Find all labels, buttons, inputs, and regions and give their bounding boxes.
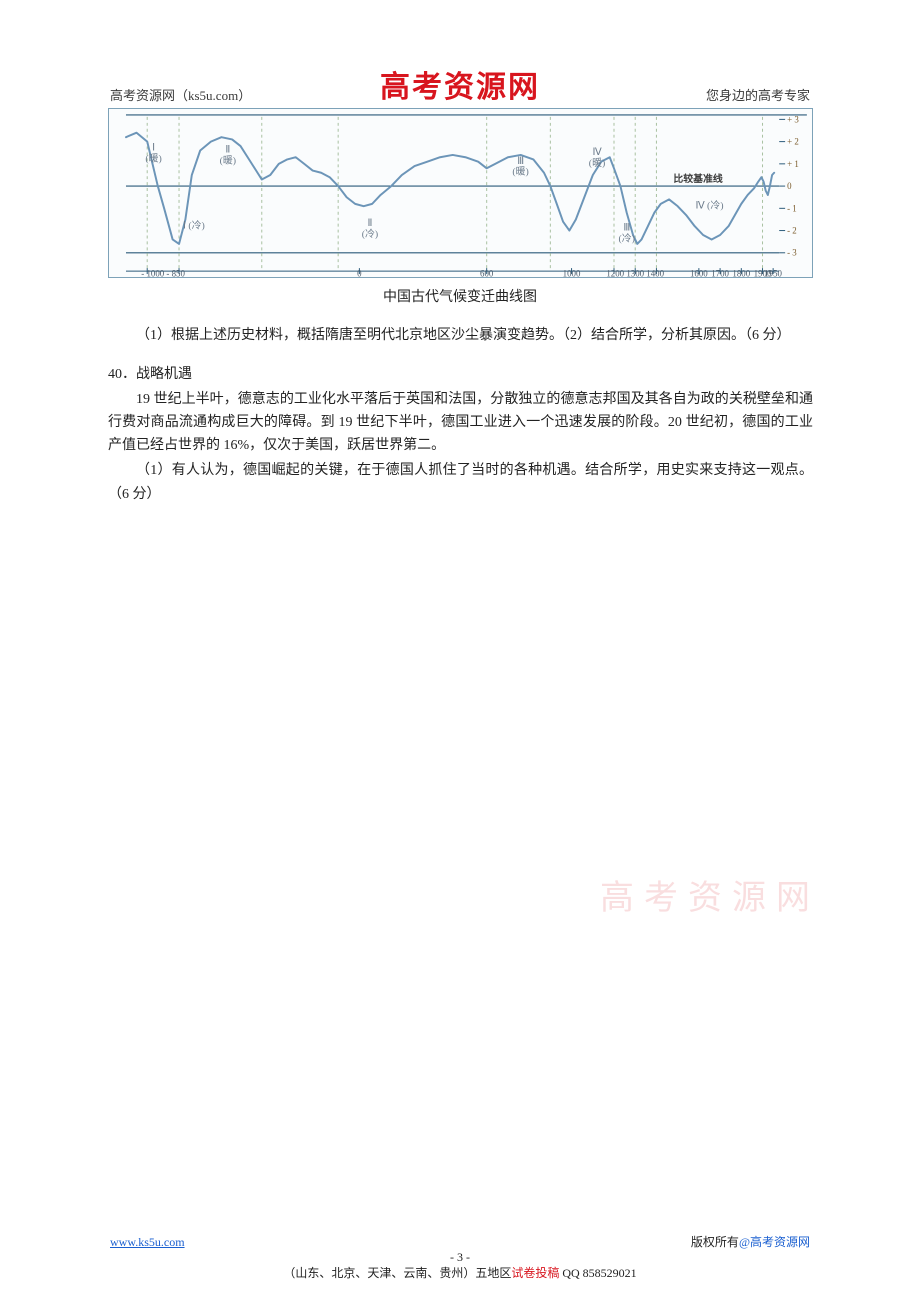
- svg-text:Ⅱ: Ⅱ: [368, 218, 373, 229]
- svg-text:0: 0: [357, 269, 362, 277]
- footer-copyright: 版权所有@高考资源网: [691, 1233, 810, 1250]
- footer-center: - 3 - （山东、北京、天津、云南、贵州）五地区试卷投稿 QQ 8585290…: [283, 1250, 636, 1281]
- svg-text:比较基准线: 比较基准线: [673, 172, 723, 185]
- climate-chart-svg: - 3 - 2 - 1 0 + 1 + 2 + 3 - 1000 - 850 0 600 1000 1…: [109, 109, 812, 277]
- svg-text:1600: 1600: [690, 269, 708, 277]
- page-suffix: -: [463, 1250, 470, 1264]
- svg-text:Ⅲ: Ⅲ: [517, 156, 524, 167]
- page-prefix: -: [450, 1250, 457, 1264]
- page-footer: www.ks5u.com 版权所有@高考资源网 - 3 - （山东、北京、天津、…: [0, 1233, 920, 1250]
- page-header: 高考资源网（ks5u.com） 您身边的高考专家: [0, 85, 920, 104]
- footer-right-blue: @高考资源网: [739, 1235, 810, 1249]
- svg-text:1800: 1800: [732, 269, 750, 277]
- svg-text:- 2: - 2: [787, 226, 797, 236]
- svg-text:1200 1300 1400: 1200 1300 1400: [606, 269, 664, 277]
- svg-text:1000: 1000: [563, 269, 581, 277]
- svg-text:(冷): (冷): [619, 231, 635, 244]
- climate-chart: - 3 - 2 - 1 0 + 1 + 2 + 3 - 1000 - 850 0 600 1000 1…: [108, 108, 813, 278]
- q40-title: 40．战略机遇: [108, 363, 813, 386]
- q40-sub1: （1）有人认为，德国崛起的关键，在于德国人抓住了当时的各种机遇。结合所学，用史实…: [108, 459, 813, 505]
- svg-text:Ⅳ (冷): Ⅳ (冷): [695, 198, 723, 211]
- svg-text:1950: 1950: [764, 269, 782, 277]
- svg-text:(暖): (暖): [145, 151, 161, 164]
- svg-text:+ 2: + 2: [787, 137, 799, 147]
- svg-text:(暖): (暖): [220, 154, 236, 167]
- document-body: （1）根据上述历史材料，概括隋唐至明代北京地区沙尘暴演变趋势。（2）结合所学，分…: [108, 324, 813, 508]
- svg-text:(冷): (冷): [362, 227, 378, 240]
- svg-text:- 1000 - 850: - 1000 - 850: [141, 269, 185, 277]
- footer-right-black: 版权所有: [691, 1235, 739, 1249]
- svg-text:Ⅲ: Ⅲ: [623, 223, 630, 234]
- svg-text:- 1: - 1: [787, 203, 797, 213]
- footer-subtext: （山东、北京、天津、云南、贵州）五地区试卷投稿 QQ 858529021: [283, 1266, 636, 1282]
- footer-sub-a: （山东、北京、天津、云南、贵州）五地区: [283, 1266, 511, 1280]
- footer-url[interactable]: www.ks5u.com: [110, 1235, 185, 1250]
- svg-text:(暖): (暖): [512, 165, 528, 178]
- svg-text:- 3: - 3: [787, 248, 797, 258]
- watermark-text: 高考资源网: [600, 870, 820, 919]
- header-right-text: 您身边的高考专家: [706, 85, 810, 104]
- footer-page-number: - 3 -: [283, 1250, 636, 1266]
- svg-text:0: 0: [787, 181, 792, 191]
- svg-text:Ⅰ (冷): Ⅰ (冷): [183, 218, 205, 231]
- svg-text:Ⅳ: Ⅳ: [592, 147, 602, 158]
- footer-sub-red: 试卷投稿: [511, 1266, 559, 1280]
- header-left-text: 高考资源网（ks5u.com）: [110, 85, 251, 104]
- svg-text:Ⅰ: Ⅰ: [152, 143, 155, 154]
- q40-body: 19 世纪上半叶，德意志的工业化水平落后于英国和法国，分散独立的德意志邦国及其各…: [108, 388, 813, 457]
- svg-text:1700: 1700: [711, 269, 729, 277]
- svg-text:Ⅱ: Ⅱ: [225, 145, 230, 156]
- svg-text:600: 600: [480, 269, 494, 277]
- svg-text:+ 3: + 3: [787, 114, 799, 124]
- chart-caption: 中国古代气候变迁曲线图: [0, 286, 920, 306]
- svg-text:+ 1: + 1: [787, 159, 799, 169]
- footer-sub-b: QQ 858529021: [559, 1266, 636, 1280]
- q39-sub1: （1）根据上述历史材料，概括隋唐至明代北京地区沙尘暴演变趋势。（2）结合所学，分…: [108, 324, 813, 347]
- svg-text:(暖): (暖): [589, 156, 605, 169]
